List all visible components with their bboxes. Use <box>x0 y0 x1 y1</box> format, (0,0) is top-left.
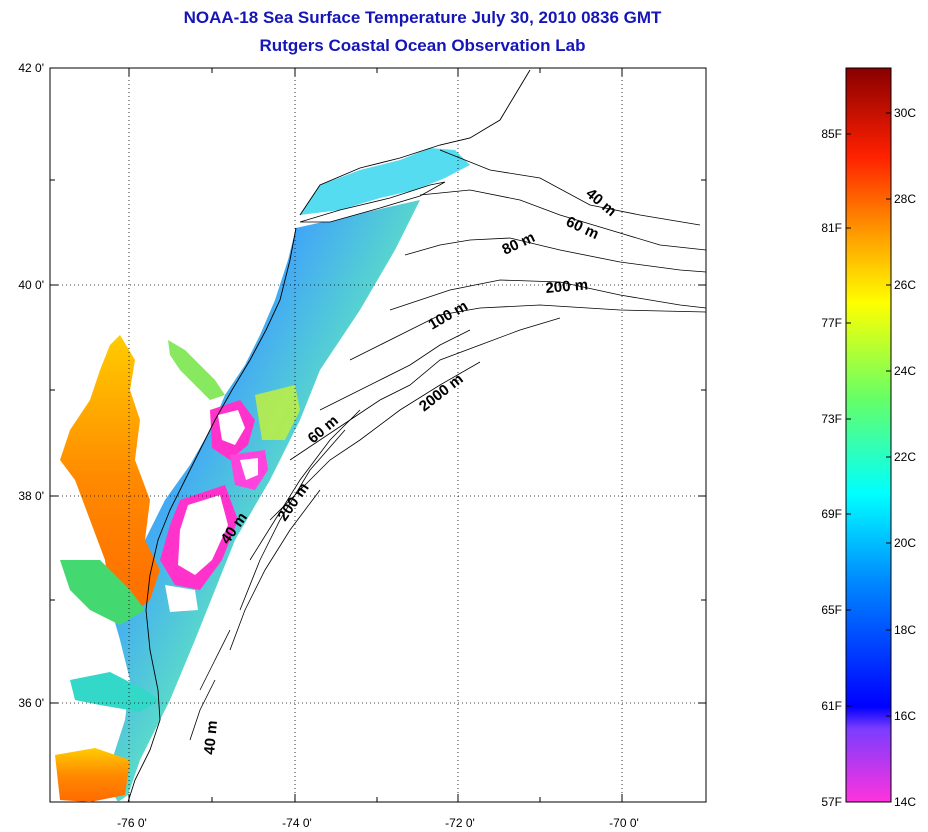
graticule <box>50 68 706 802</box>
c-label: 20C <box>894 536 916 550</box>
f-label: 65F <box>821 603 842 617</box>
tick-marks <box>50 68 706 802</box>
bathymetry-contours <box>189 149 706 741</box>
latitude-labels: 42 0' 40 0' 38 0' 36 0' <box>18 61 44 710</box>
c-label: 26C <box>894 278 916 292</box>
long-island-waters <box>300 148 470 215</box>
chesapeake-bay <box>60 335 160 620</box>
long-island <box>299 181 446 223</box>
c-label: 30C <box>894 106 916 120</box>
lat-label: 36 0' <box>18 696 44 710</box>
f-label: 57F <box>821 795 842 809</box>
cold-patch <box>240 458 258 480</box>
f-label: 69F <box>821 507 842 521</box>
lon-label: -72 0' <box>445 816 475 830</box>
pamlico-sound <box>70 672 160 712</box>
c-label: 16C <box>894 709 916 723</box>
sst-swath <box>108 200 420 802</box>
cold-patch <box>165 585 198 612</box>
cold-patch <box>218 410 245 445</box>
delaware-bay <box>168 340 225 400</box>
pamlico-sound-south <box>55 748 130 802</box>
cold-patch <box>178 495 228 575</box>
coastline <box>127 227 297 802</box>
map-subtitle: Rutgers Coastal Ocean Observation Lab <box>259 36 586 55</box>
longitude-labels: -76 0' -74 0' -72 0' -70 0' <box>117 816 639 830</box>
lon-label: -74 0' <box>282 816 312 830</box>
colorbar-fahrenheit-labels: 85F 81F 77F 73F 69F 65F 61F 57F <box>821 127 842 809</box>
lat-label: 42 0' <box>18 61 44 75</box>
c-label: 18C <box>894 623 916 637</box>
c-label: 14C <box>894 795 916 809</box>
chesapeake-bay-mouth <box>60 560 145 625</box>
f-label: 61F <box>821 699 842 713</box>
lon-label: -70 0' <box>609 816 639 830</box>
map-title: NOAA-18 Sea Surface Temperature July 30,… <box>183 8 662 27</box>
colorbar <box>845 67 892 803</box>
contour-label: 200 m <box>545 276 589 297</box>
c-label: 22C <box>894 450 916 464</box>
warm-patch <box>255 385 300 440</box>
lon-label: -76 0' <box>117 816 147 830</box>
f-label: 77F <box>821 316 842 330</box>
f-label: 85F <box>821 127 842 141</box>
colorbar-celsius-labels: 30C 28C 26C 24C 22C 20C 18C 16C 14C <box>894 106 916 809</box>
contour-label: 40 m <box>201 720 221 756</box>
c-label: 28C <box>894 192 916 206</box>
lat-label: 40 0' <box>18 278 44 292</box>
f-label: 81F <box>821 221 842 235</box>
lat-label: 38 0' <box>18 489 44 503</box>
f-label: 73F <box>821 412 842 426</box>
colorbar-ticks <box>846 112 891 717</box>
coastline-northeast <box>299 69 531 216</box>
c-label: 24C <box>894 364 916 378</box>
